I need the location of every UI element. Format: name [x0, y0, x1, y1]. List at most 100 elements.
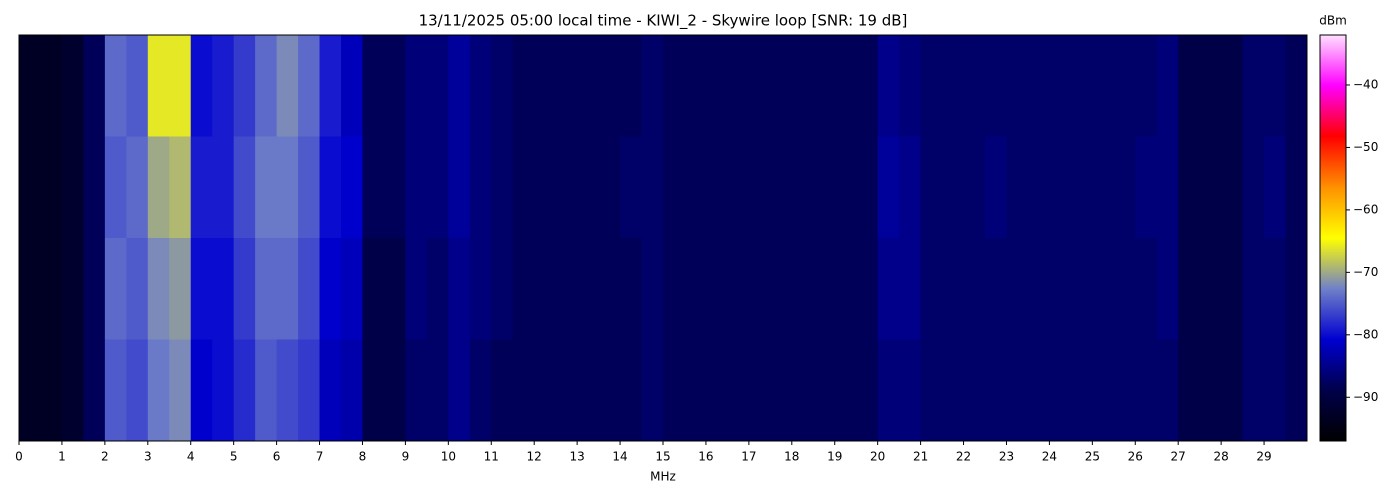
heatmap-cell [512, 35, 535, 137]
heatmap-cell [834, 35, 857, 137]
x-tick-label: 7 [316, 450, 324, 464]
heatmap-cell [1264, 35, 1287, 137]
heatmap-cell [19, 136, 41, 239]
heatmap-cell [1156, 136, 1179, 239]
heatmap-cell [1156, 238, 1179, 340]
x-tick-label: 8 [359, 450, 367, 464]
heatmap-cell [147, 35, 170, 137]
heatmap-cell [190, 136, 213, 239]
heatmap-cell [1264, 136, 1287, 239]
x-tick-label: 2 [101, 450, 109, 464]
x-tick-label: 19 [827, 450, 842, 464]
heatmap-cell [791, 136, 814, 239]
heatmap-cell [61, 136, 84, 239]
x-tick-label: 25 [1085, 450, 1100, 464]
heatmap-cell [448, 136, 471, 239]
heatmap-cell [1285, 136, 1308, 239]
heatmap-cell [1199, 35, 1222, 137]
heatmap-cell [512, 136, 535, 239]
heatmap-cell [1199, 136, 1222, 239]
heatmap-cell [942, 35, 965, 137]
heatmap-cell [985, 35, 1007, 137]
heatmap-cell [1242, 136, 1265, 239]
heatmap-cell [791, 339, 814, 442]
heatmap-cell [748, 339, 771, 442]
heatmap-cell [641, 35, 664, 137]
heatmap-cell [748, 136, 771, 239]
heatmap-cell [212, 136, 235, 239]
heatmap-cell [877, 35, 900, 137]
heatmap-cell [985, 136, 1007, 239]
heatmap-cell [684, 339, 707, 442]
heatmap-cell [1156, 35, 1179, 137]
heatmap-cell [770, 136, 793, 239]
heatmap-cell [104, 339, 127, 442]
heatmap-cell [1049, 339, 1072, 442]
heatmap-cell [1049, 238, 1072, 340]
heatmap-cell [727, 136, 750, 239]
heatmap-cell [233, 339, 256, 442]
heatmap-cell [577, 35, 600, 137]
heatmap-cell [663, 339, 685, 442]
heatmap-cell [813, 238, 836, 340]
heatmap-cell [190, 339, 213, 442]
heatmap-cell [534, 339, 557, 442]
heatmap-cell [319, 136, 342, 239]
heatmap-cell [126, 339, 149, 442]
heatmap-cell [405, 339, 428, 442]
colorbar-label: dBm [1319, 14, 1347, 28]
heatmap-cell [1135, 339, 1158, 442]
heatmap-cell [491, 339, 514, 442]
heatmap-cell [770, 339, 793, 442]
heatmap-cell [899, 35, 922, 137]
x-tick-label: 0 [15, 450, 23, 464]
heatmap-cell [1113, 238, 1136, 340]
heatmap-cell [1221, 238, 1244, 340]
heatmap-cell [276, 339, 299, 442]
heatmap-cell [1092, 238, 1115, 340]
heatmap-cell [1092, 136, 1115, 239]
heatmap-cell [641, 238, 664, 340]
x-tick-label: 13 [569, 450, 584, 464]
x-tick-label: 15 [655, 450, 670, 464]
heatmap-cell [233, 238, 256, 340]
heatmap-cell [1199, 238, 1222, 340]
heatmap-cell [233, 35, 256, 137]
heatmap-cell [298, 136, 321, 239]
heatmap-cell [727, 35, 750, 137]
heatmap-cell [276, 35, 299, 137]
heatmap-cell [963, 339, 986, 442]
heatmap-cell [684, 35, 707, 137]
heatmap-cell [298, 339, 321, 442]
heatmap-cell [555, 136, 578, 239]
x-tick-label: 29 [1256, 450, 1271, 464]
heatmap-cell [834, 136, 857, 239]
heatmap-cell [255, 136, 278, 239]
heatmap-cell [383, 339, 406, 442]
heatmap-cell [19, 339, 41, 442]
heatmap-cell [341, 238, 363, 340]
heatmap-cell [663, 35, 685, 137]
x-tick-label: 23 [999, 450, 1014, 464]
heatmap-cell [341, 136, 363, 239]
heatmap-cell [1027, 35, 1050, 137]
heatmap-cell [985, 238, 1007, 340]
colorbar [1319, 34, 1347, 442]
heatmap-cell [1049, 136, 1072, 239]
heatmap-cell [1027, 339, 1050, 442]
heatmap-cell [727, 238, 750, 340]
heatmap-cell [1135, 238, 1158, 340]
heatmap-cell [534, 238, 557, 340]
heatmap-cell [61, 35, 84, 137]
heatmap-cell [899, 339, 922, 442]
heatmap-cell [620, 35, 643, 137]
heatmap-cell [341, 35, 363, 137]
heatmap-cell [963, 35, 986, 137]
heatmap-cell [555, 238, 578, 340]
heatmap-cell [598, 35, 621, 137]
x-tick-label: 12 [527, 450, 542, 464]
heatmap-cell [233, 136, 256, 239]
colorbar-tick-label: −70 [1353, 265, 1378, 279]
heatmap-cell [40, 136, 63, 239]
heatmap-cell [83, 238, 106, 340]
